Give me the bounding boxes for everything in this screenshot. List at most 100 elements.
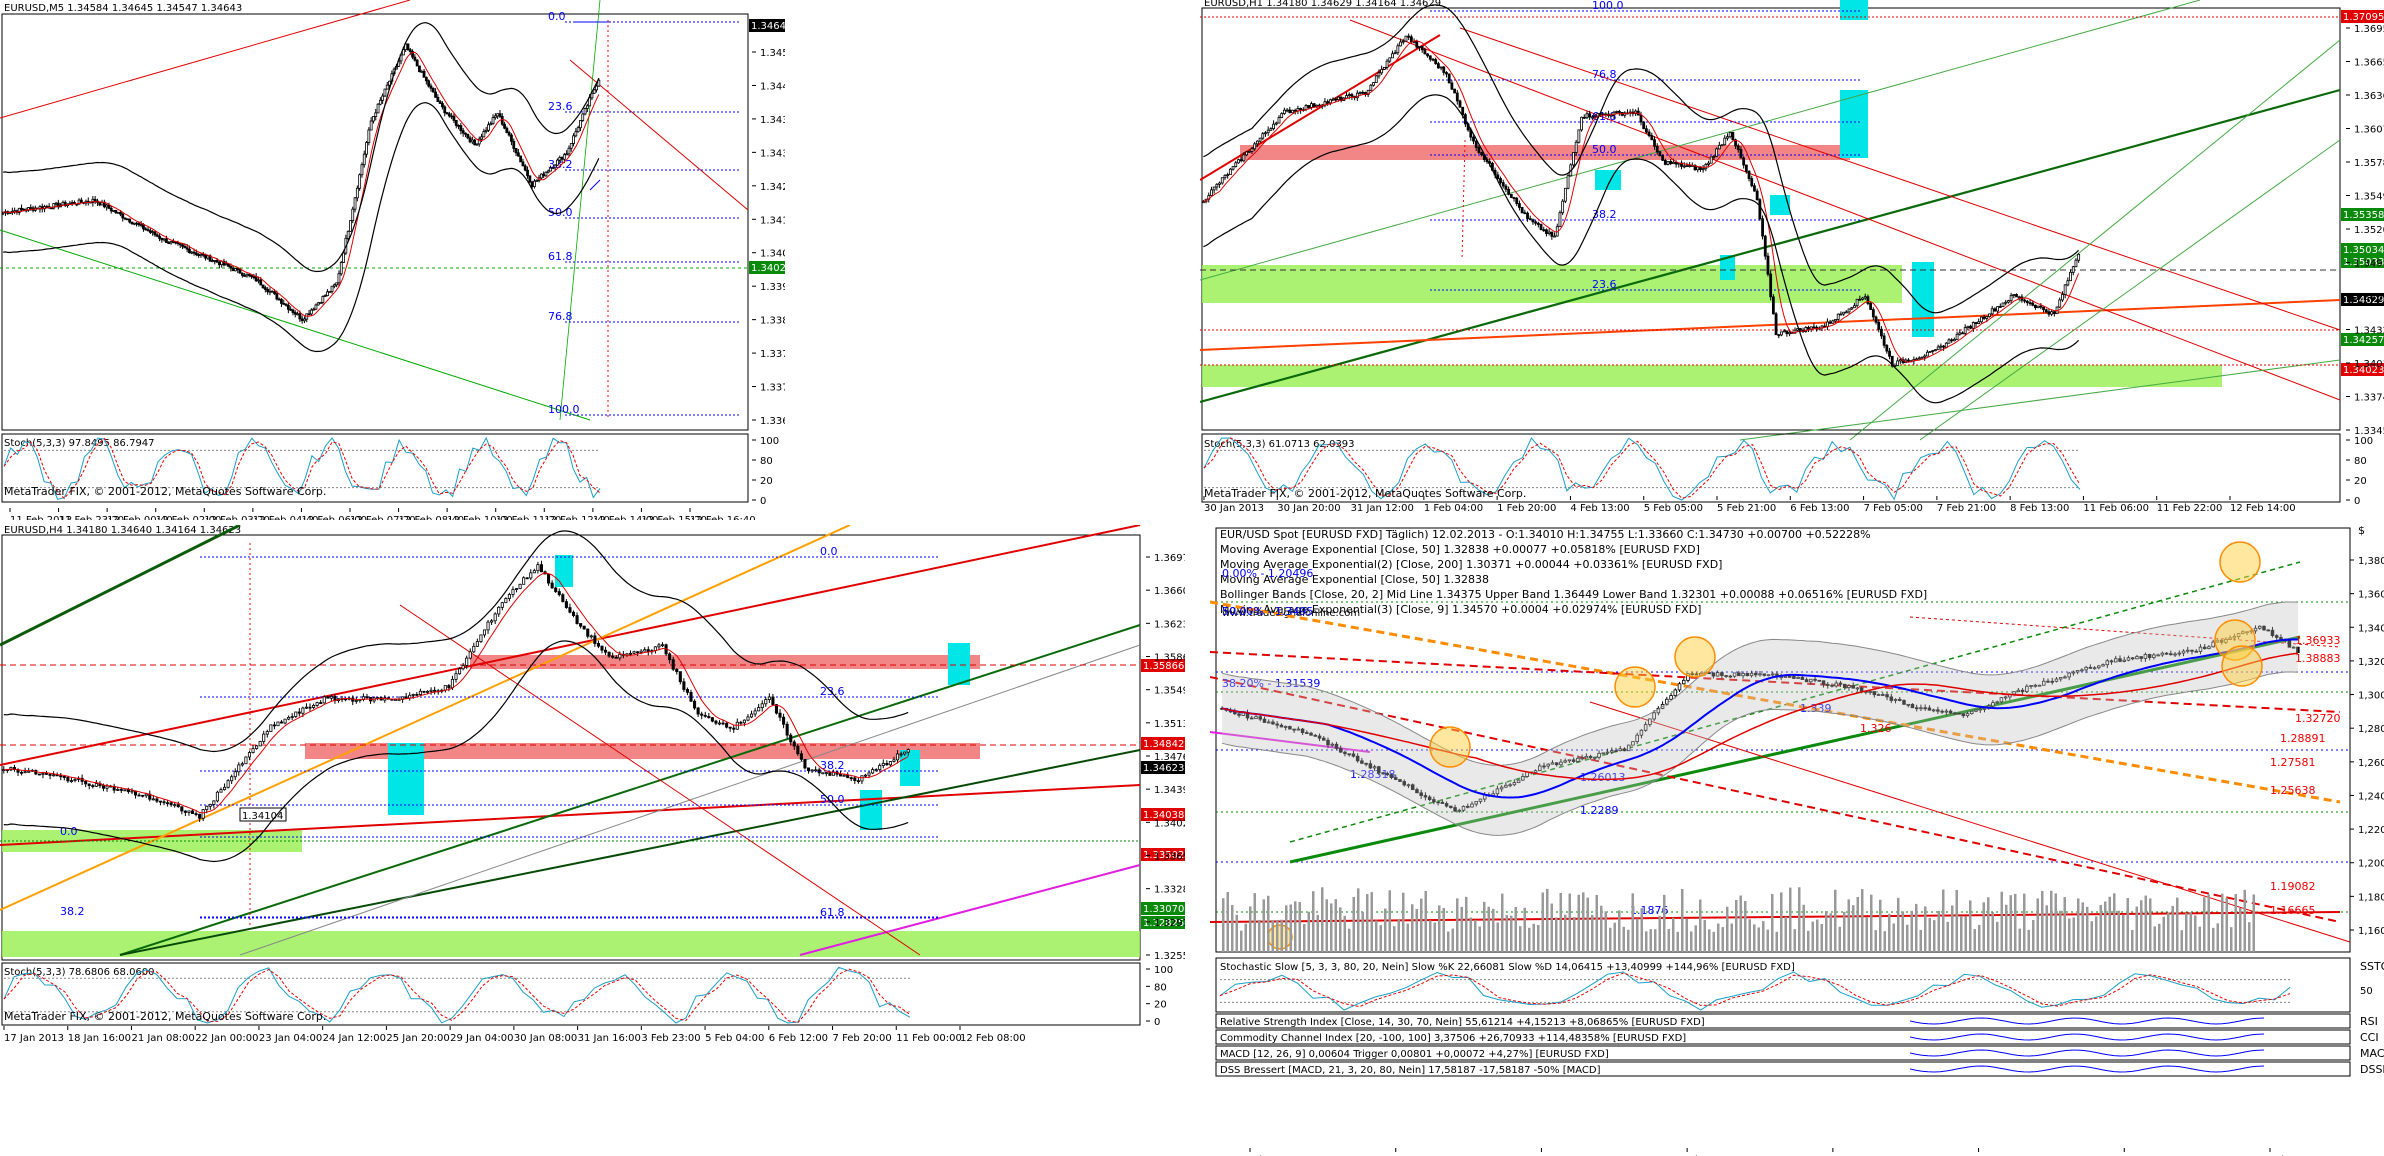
h1-candle bbox=[1842, 311, 1846, 315]
m5-candle bbox=[484, 129, 488, 132]
m5-candle bbox=[312, 308, 316, 311]
h1-candle bbox=[1920, 356, 1924, 359]
daily-volume-bar bbox=[1649, 929, 1652, 952]
daily-volume-bar bbox=[1856, 896, 1859, 952]
daily-volume-bar bbox=[1429, 920, 1432, 952]
m5-candle bbox=[148, 230, 152, 233]
daily-volume-bar bbox=[1883, 931, 1886, 952]
daily-y-tick: 1,32000 bbox=[2358, 657, 2384, 668]
m5-y-tick: 1.33705 bbox=[760, 383, 785, 394]
daily-volume-bar bbox=[1744, 901, 1747, 952]
daily-bb-upper bbox=[1221, 601, 2298, 766]
chart-pane-daily[interactable]: EUR/USD Spot [EURUSD FXD] Täglich) 12.02… bbox=[1210, 522, 2384, 1156]
daily-candle bbox=[1906, 703, 1910, 706]
h1-candle bbox=[1834, 319, 1837, 322]
daily-candle bbox=[1610, 750, 1614, 753]
h4-candle bbox=[308, 706, 312, 709]
h1-candle bbox=[1982, 316, 1986, 319]
h1-osc-y-tick: 80 bbox=[2354, 456, 2367, 467]
h1-candle bbox=[1350, 94, 1354, 97]
daily-volume-bar bbox=[2032, 920, 2035, 952]
m5-candle bbox=[445, 112, 449, 115]
h4-candle bbox=[803, 758, 807, 769]
daily-candle bbox=[1872, 691, 1877, 696]
daily-candle bbox=[2211, 641, 2215, 648]
daily-candle bbox=[2181, 650, 2186, 654]
h4-candle bbox=[632, 651, 636, 654]
h4-candle bbox=[657, 644, 661, 648]
h1-candle bbox=[1931, 350, 1935, 352]
daily-candle bbox=[1499, 786, 1504, 790]
h4-candle bbox=[789, 734, 793, 743]
h4-candle bbox=[746, 716, 750, 721]
h1-candle bbox=[1639, 114, 1643, 123]
daily-candle bbox=[2177, 652, 2182, 655]
m5-candle bbox=[346, 230, 350, 239]
h4-price-tag-bg bbox=[1141, 848, 1185, 861]
h1-candle bbox=[1242, 154, 1246, 162]
daily-level-label: 1.326 bbox=[1860, 722, 1892, 735]
h1-candle bbox=[1520, 207, 1524, 214]
m5-candle bbox=[197, 254, 201, 256]
h1-candle bbox=[1769, 273, 1773, 298]
m5-candle bbox=[298, 313, 302, 320]
h4-candle bbox=[828, 772, 832, 776]
daily-candle bbox=[2296, 646, 2300, 653]
chart-pane-h4[interactable]: EURUSD,H4 1.34180 1.34640 1.34164 1.3462… bbox=[0, 525, 1185, 1045]
h1-candle bbox=[1753, 185, 1756, 192]
h1-candle bbox=[1947, 339, 1951, 344]
h4-candle bbox=[717, 722, 722, 725]
m5-candle bbox=[569, 143, 573, 149]
h1-candle bbox=[1647, 131, 1651, 137]
daily-candle bbox=[1673, 689, 1678, 697]
m5-candle bbox=[194, 252, 198, 255]
m5-candle bbox=[70, 202, 74, 204]
m5-candle bbox=[353, 197, 357, 210]
daily-volume-bar bbox=[2014, 893, 2017, 952]
h1-candle bbox=[1701, 168, 1705, 171]
h4-y-tick: 1.35130 bbox=[1154, 719, 1185, 730]
daily-level-label: 38.20% - 1.31539 bbox=[1222, 677, 1320, 690]
m5-candle bbox=[123, 217, 127, 220]
m5-candle bbox=[213, 260, 217, 262]
m5-candle bbox=[567, 147, 571, 155]
h1-candle bbox=[1382, 67, 1386, 70]
m5-candle bbox=[316, 302, 320, 306]
daily-y-tick: 1,34000 bbox=[2358, 623, 2384, 634]
daily-volume-bar bbox=[2045, 905, 2048, 952]
daily-candle bbox=[1364, 762, 1368, 765]
chart-pane-m5[interactable]: EURUSD,M5 1.34584 1.34645 1.34547 1.3464… bbox=[0, 0, 785, 520]
daily-volume-bar bbox=[1271, 920, 1274, 952]
chart-pane-h1[interactable]: EURUSD,H1 1.34180 1.34629 1.34164 1.3462… bbox=[1200, 0, 2384, 520]
h4-candle bbox=[27, 770, 31, 773]
h1-x-tick: 5 Feb 21:00 bbox=[1717, 503, 1776, 514]
h4-candle bbox=[475, 641, 479, 647]
h1-candle bbox=[1563, 187, 1567, 202]
daily-volume-bar bbox=[2023, 893, 2026, 952]
daily-highlight-circle bbox=[2221, 645, 2263, 687]
daily-volume-bar bbox=[1285, 905, 1288, 952]
daily-panel-tag: DSSBR bbox=[2360, 1063, 2384, 1076]
daily-volume-bar bbox=[1276, 919, 1279, 952]
m5-x-tick: 11 Feb 23:20 bbox=[59, 515, 125, 520]
daily-volume-bar bbox=[1591, 914, 1594, 952]
daily-legend-item: Moving Average Exponential [Close, 50] 1… bbox=[1220, 543, 1700, 556]
h4-candle bbox=[258, 741, 262, 747]
daily-legend-item: Moving Average Exponential(2) [Close, 20… bbox=[1220, 558, 1722, 571]
h1-candle bbox=[1585, 113, 1589, 119]
daily-panel-frame bbox=[1215, 1013, 2351, 1029]
m5-candle bbox=[144, 228, 148, 231]
h1-candle bbox=[1979, 316, 1983, 323]
m5-candle bbox=[211, 260, 214, 262]
h1-candle bbox=[1928, 350, 1932, 353]
h4-candle bbox=[728, 726, 732, 729]
daily-volume-bar bbox=[2000, 891, 2003, 952]
daily-volume-bar bbox=[2036, 898, 2039, 952]
h4-header: EURUSD,H4 1.34180 1.34640 1.34164 1.3462… bbox=[4, 525, 241, 536]
h4-candle bbox=[689, 691, 693, 702]
daily-volume-bar bbox=[1852, 905, 1855, 952]
daily-volume-bar bbox=[1757, 927, 1760, 952]
h1-candle bbox=[1917, 357, 1921, 360]
h4-candle bbox=[105, 785, 109, 789]
m5-candle bbox=[261, 284, 265, 289]
